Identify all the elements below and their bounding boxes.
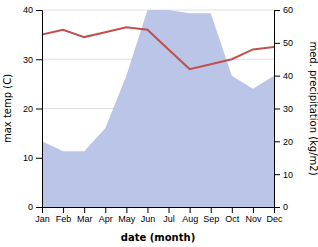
y2-tick-label: 40 bbox=[283, 71, 293, 81]
x-tick: Feb bbox=[56, 207, 72, 224]
x-tick: Sep bbox=[203, 207, 219, 224]
x-tick-mark bbox=[105, 207, 106, 213]
x-tick-mark bbox=[211, 207, 212, 213]
axis-line bbox=[36, 11, 43, 208]
grid bbox=[42, 10, 274, 207]
x-tick-label: Nov bbox=[245, 214, 262, 224]
y2-tick: 10 bbox=[274, 170, 293, 180]
y-tick: 30 bbox=[23, 55, 42, 65]
y2-tick: 40 bbox=[274, 71, 293, 81]
y2-tick-label: 0 bbox=[283, 202, 288, 212]
y-tick-mark bbox=[36, 59, 42, 60]
axis-line bbox=[43, 208, 275, 214]
x-axis-title: date (month) bbox=[121, 232, 195, 243]
x-tick: May bbox=[118, 207, 136, 224]
y-tick-mark bbox=[36, 109, 42, 110]
y2-tick-mark bbox=[274, 43, 280, 44]
y-tick: 20 bbox=[23, 104, 42, 114]
y2-tick-mark bbox=[274, 207, 280, 208]
y2-tick: 30 bbox=[274, 104, 293, 114]
y-tick-mark bbox=[36, 207, 42, 208]
line bbox=[42, 27, 274, 69]
x-tick: Jan bbox=[35, 207, 50, 224]
y-tick: 0 bbox=[28, 202, 42, 212]
x-tick-label: Jul bbox=[163, 214, 175, 224]
x-tick: Aug bbox=[182, 207, 198, 224]
y2-tick: 60 bbox=[274, 5, 293, 15]
y2-tick: 0 bbox=[274, 202, 288, 212]
y2-tick-label: 10 bbox=[283, 170, 293, 180]
x-tick-label: Feb bbox=[56, 214, 72, 224]
x-tick: Nov bbox=[245, 207, 262, 224]
y2-tick-label: 30 bbox=[283, 104, 293, 114]
y-axis: 0 10 20 30 40 bbox=[23, 5, 43, 212]
x-tick-label: Dec bbox=[266, 214, 283, 224]
x-tick-mark bbox=[147, 207, 148, 213]
x-tick-label: Mar bbox=[77, 214, 93, 224]
y2-tick-mark bbox=[274, 76, 280, 77]
x-tick: Jun bbox=[141, 207, 156, 224]
x-tick-label: Oct bbox=[225, 214, 240, 224]
x-tick-mark bbox=[232, 207, 233, 213]
y2-axis-title: med. precipitation (kg/m2) bbox=[308, 41, 318, 175]
x-axis: Jan Feb Mar Apr May Jun Jul Aug Sep Oct Nov Dec bbox=[35, 207, 283, 224]
y2-tick-mark bbox=[274, 174, 280, 175]
y2-axis: 0 10 20 30 40 50 60 bbox=[274, 5, 293, 212]
x-tick: Mar bbox=[77, 207, 93, 224]
plot: JanFebMarAprMayJunJulAugSepOctNovDec0102… bbox=[23, 5, 293, 224]
x-tick-label: Sep bbox=[203, 214, 219, 224]
x-tick-label: May bbox=[118, 214, 136, 224]
x-tick-mark bbox=[190, 207, 191, 213]
x-tick-label: Jan bbox=[35, 214, 50, 224]
x-tick-mark bbox=[84, 207, 85, 213]
y-tick-mark bbox=[36, 158, 42, 159]
y-tick-label: 40 bbox=[23, 5, 33, 15]
y-tick-label: 0 bbox=[28, 202, 33, 212]
y-tick: 40 bbox=[23, 5, 42, 15]
y-tick: 10 bbox=[23, 153, 42, 163]
x-tick: Oct bbox=[225, 207, 240, 224]
y2-tick-mark bbox=[274, 141, 280, 142]
x-tick-label: Apr bbox=[99, 214, 113, 224]
x-tick: Dec bbox=[266, 207, 283, 224]
x-tick-label: Aug bbox=[182, 214, 198, 224]
x-tick: Jul bbox=[163, 207, 175, 224]
y2-tick: 20 bbox=[274, 137, 293, 147]
area bbox=[42, 10, 274, 207]
y-tick-label: 30 bbox=[23, 55, 33, 65]
x-tick-label: Jun bbox=[141, 214, 156, 224]
y-axis-title: max temp (C) bbox=[2, 74, 13, 143]
y-tick-label: 10 bbox=[23, 153, 33, 163]
x-tick: Apr bbox=[99, 207, 113, 224]
y-tick-mark bbox=[36, 10, 42, 11]
x-tick-mark bbox=[169, 207, 170, 213]
marks bbox=[42, 10, 274, 207]
y2-tick: 50 bbox=[274, 38, 293, 48]
x-tick-mark bbox=[63, 207, 64, 213]
y2-tick-label: 60 bbox=[283, 5, 293, 15]
y2-tick-mark bbox=[274, 10, 280, 11]
chart: JanFebMarAprMayJunJulAugSepOctNovDec0102… bbox=[0, 0, 318, 247]
y-tick-label: 20 bbox=[23, 104, 33, 114]
x-tick-mark bbox=[126, 207, 127, 213]
axis-line bbox=[275, 11, 281, 208]
y2-tick-mark bbox=[274, 109, 280, 110]
y2-tick-label: 50 bbox=[283, 38, 293, 48]
y2-tick-label: 20 bbox=[283, 137, 293, 147]
x-tick-mark bbox=[253, 207, 254, 213]
